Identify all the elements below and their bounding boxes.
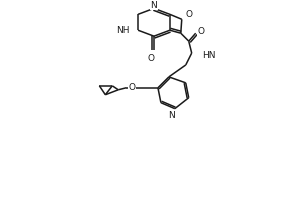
Text: N: N — [169, 111, 175, 120]
Text: O: O — [198, 27, 205, 36]
Text: O: O — [129, 83, 136, 92]
Text: O: O — [186, 10, 193, 19]
Text: NH: NH — [116, 26, 130, 35]
Text: N: N — [151, 1, 157, 10]
Text: O: O — [148, 54, 154, 63]
Text: HN: HN — [202, 51, 215, 60]
